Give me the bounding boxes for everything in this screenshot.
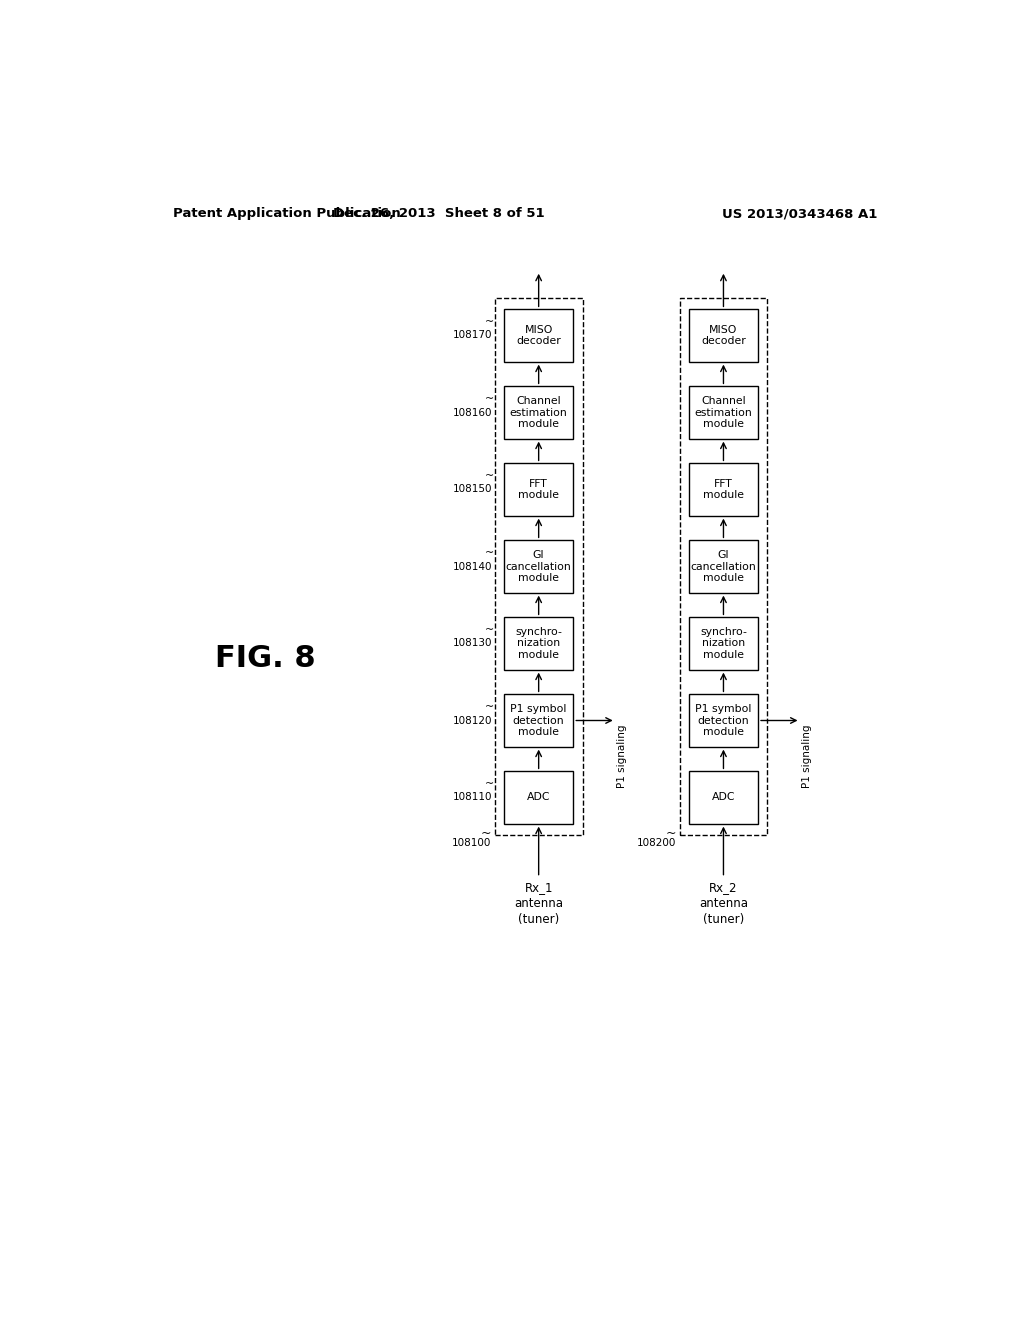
Text: P1 symbol
detection
module: P1 symbol detection module [511,704,567,737]
Text: ADC: ADC [527,792,551,803]
Bar [504,694,573,747]
Bar [504,771,573,824]
Bar [504,309,573,362]
Text: Channel
estimation
module: Channel estimation module [694,396,753,429]
Text: ADC: ADC [712,792,735,803]
Text: Rx_1
antenna
(tuner): Rx_1 antenna (tuner) [514,882,563,927]
Text: ~: ~ [484,471,494,482]
Text: synchro-
nization
module: synchro- nization module [700,627,746,660]
Text: ~: ~ [484,395,494,404]
Text: MISO
decoder: MISO decoder [701,325,745,346]
Text: ~: ~ [484,548,494,558]
Bar [689,540,758,593]
Text: Channel
estimation
module: Channel estimation module [510,396,567,429]
Text: 108130: 108130 [453,639,493,648]
Text: FFT
module: FFT module [702,479,744,500]
Text: 108200: 108200 [636,838,676,847]
Text: Patent Application Publication: Patent Application Publication [173,207,400,220]
Text: FFT
module: FFT module [518,479,559,500]
Text: 108140: 108140 [453,561,493,572]
Text: 108170: 108170 [453,330,493,341]
Text: GI
cancellation
module: GI cancellation module [506,550,571,583]
Text: ~: ~ [666,828,676,841]
Bar [689,387,758,438]
Text: MISO
decoder: MISO decoder [516,325,561,346]
Bar [689,309,758,362]
Text: synchro-
nization
module: synchro- nization module [515,627,562,660]
Text: GI
cancellation
module: GI cancellation module [690,550,757,583]
Bar [504,463,573,516]
Text: Dec. 26, 2013  Sheet 8 of 51: Dec. 26, 2013 Sheet 8 of 51 [333,207,545,220]
Text: 108100: 108100 [452,838,490,847]
Text: ~: ~ [484,779,494,789]
Bar [504,618,573,669]
Bar [689,694,758,747]
Text: US 2013/0343468 A1: US 2013/0343468 A1 [722,207,878,220]
Bar [689,618,758,669]
Text: 108160: 108160 [453,408,493,417]
Bar [504,540,573,593]
Text: 108120: 108120 [453,715,493,726]
Text: P1 signaling: P1 signaling [617,725,627,788]
Bar [689,463,758,516]
Text: FIG. 8: FIG. 8 [215,644,315,673]
Text: 108150: 108150 [453,484,493,495]
Text: Rx_2
antenna
(tuner): Rx_2 antenna (tuner) [699,882,748,927]
Text: ~: ~ [484,702,494,713]
Bar [495,298,583,836]
Text: P1 symbol
detection
module: P1 symbol detection module [695,704,752,737]
Text: ~: ~ [484,317,494,327]
Text: 108110: 108110 [453,792,493,803]
Text: P1 signaling: P1 signaling [802,725,812,788]
Text: ~: ~ [480,828,490,841]
Bar [680,298,767,836]
Bar [504,387,573,438]
Text: ~: ~ [484,626,494,635]
Bar [689,771,758,824]
